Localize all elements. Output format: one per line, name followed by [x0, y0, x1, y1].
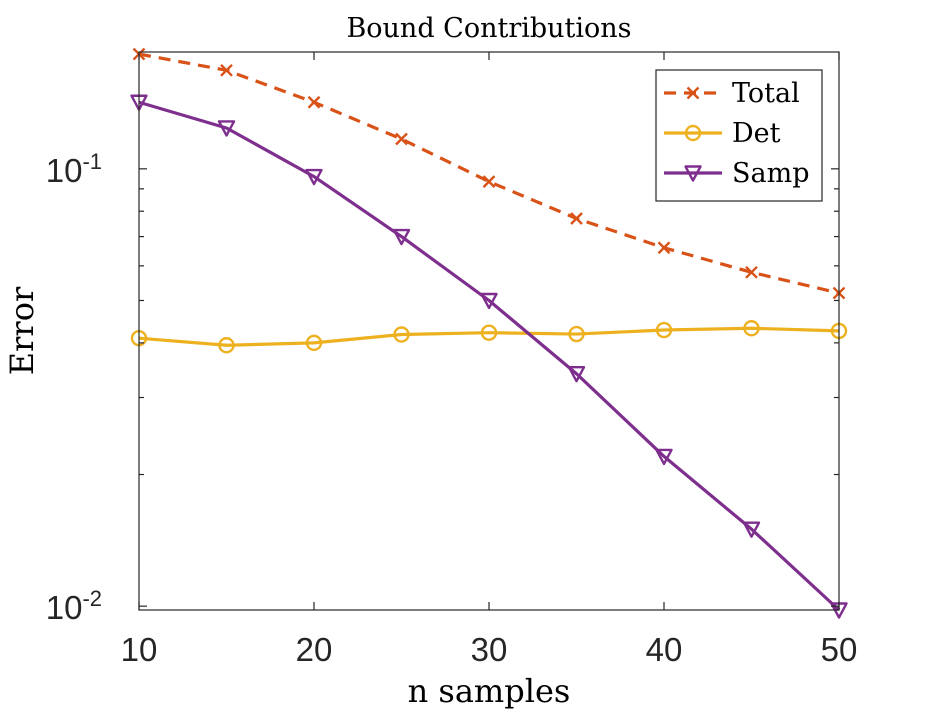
data-point-total: [570, 212, 583, 225]
x-tick-label: 30: [471, 631, 508, 668]
legend-marker-samp: [684, 165, 702, 182]
series-line-samp: [138, 100, 841, 612]
data-point-det: [568, 325, 585, 343]
data-point-samp: [655, 448, 673, 466]
data-point-total: [482, 175, 496, 188]
data-point-total: [220, 63, 233, 77]
x-tick-label: 20: [296, 631, 333, 668]
data-point-det: [743, 320, 760, 337]
x-tick-label: 10: [121, 631, 158, 668]
data-point-det: [305, 334, 323, 352]
data-point-det: [480, 324, 498, 341]
series-line-det: [138, 326, 840, 347]
x-tick-label: 40: [646, 631, 683, 668]
x-axis: 10 20 30 40 50: [121, 52, 858, 668]
data-point-total: [745, 265, 758, 279]
data-point-total: [395, 132, 408, 146]
data-point-det: [218, 337, 235, 354]
x-tick-label: 50: [821, 631, 858, 668]
legend-label-samp: Samp: [732, 158, 809, 189]
data-point-total: [657, 241, 671, 255]
y-tick-label: 10-1: [46, 149, 102, 189]
plot-layer: [130, 47, 848, 619]
x-axis-label: n samples: [408, 672, 571, 710]
data-point-samp: [480, 292, 498, 310]
legend-box: [655, 69, 823, 202]
series-line-total: [138, 52, 840, 295]
legend-marker-det: [684, 124, 702, 142]
data-point-samp: [567, 366, 586, 383]
data-point-samp: [217, 120, 236, 137]
y-axis: 10-2 10-1: [46, 149, 839, 626]
data-point-det: [655, 321, 673, 339]
y-axis-label: Error: [3, 286, 41, 375]
data-point-det: [393, 326, 410, 343]
legend-label-det: Det: [732, 118, 781, 149]
y-tick-exponent: -1: [82, 149, 102, 174]
data-point-total: [307, 95, 321, 109]
legend-marker-total: [686, 86, 700, 100]
data-point-samp: [742, 521, 761, 538]
y-tick-label: 10-2: [46, 586, 102, 626]
legend: Total Det Samp: [655, 69, 823, 202]
data-point-samp: [305, 168, 323, 186]
data-point-samp: [392, 228, 411, 246]
legend-label-total: Total: [732, 78, 800, 109]
y-tick-exponent: -2: [82, 586, 102, 611]
chart-title: Bound Contributions: [346, 13, 631, 44]
